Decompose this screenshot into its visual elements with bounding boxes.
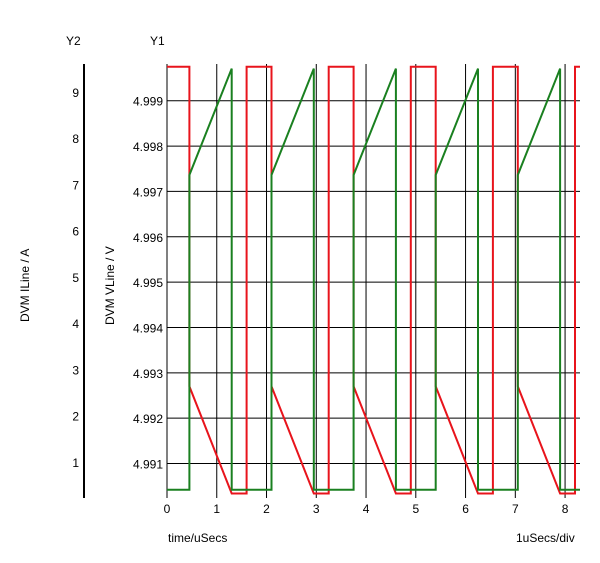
x-tick-label: 7 bbox=[512, 502, 519, 516]
y2-axis-name: Y2 bbox=[66, 34, 81, 48]
y1-tick-label: 4.998 bbox=[133, 140, 163, 154]
x-tick-label: 8 bbox=[562, 502, 569, 516]
grid-lines bbox=[166, 64, 580, 498]
x-tick-label: 3 bbox=[313, 502, 320, 516]
y2-tick-label: 4 bbox=[72, 317, 79, 331]
y1-tick-label: 4.996 bbox=[133, 231, 163, 245]
y1-tick-label: 4.995 bbox=[133, 276, 163, 290]
y2-tick-label: 8 bbox=[72, 132, 79, 146]
y1-tick-label: 4.991 bbox=[133, 458, 163, 472]
y2-tick-label: 5 bbox=[72, 271, 79, 285]
x-scale-label: 1uSecs/div bbox=[516, 531, 575, 545]
x-tick-label: 6 bbox=[462, 502, 469, 516]
y1-tick-label: 4.994 bbox=[133, 321, 163, 335]
x-tick-label: 0 bbox=[164, 502, 171, 516]
tick-labels: 4.991 4.992 4.993 4.994 4.995 4.996 4.997 4.998… bbox=[72, 86, 568, 516]
y2-axis-label: DVM ILine / A bbox=[18, 248, 32, 322]
x-tick-label: 5 bbox=[412, 502, 419, 516]
y2-tick-label: 7 bbox=[72, 178, 79, 192]
y1-tick-label: 4.992 bbox=[133, 412, 163, 426]
series-y2-line bbox=[167, 68, 580, 491]
y2-tick-label: 9 bbox=[72, 86, 79, 100]
y1-tick-label: 4.993 bbox=[133, 367, 163, 381]
y1-axis-label: DVM VLine / V bbox=[103, 246, 117, 325]
x-tick-label: 4 bbox=[363, 502, 370, 516]
y2-tick-label: 2 bbox=[72, 410, 79, 424]
x-tick-label: 1 bbox=[213, 502, 220, 516]
x-axis-label: time/uSecs bbox=[168, 531, 228, 545]
series-layer bbox=[167, 65, 580, 495]
y2-tick-label: 6 bbox=[72, 225, 79, 239]
x-tick-label: 2 bbox=[263, 502, 270, 516]
y1-axis-name: Y1 bbox=[150, 34, 165, 48]
y1-tick-label: 4.997 bbox=[133, 185, 163, 199]
y1-tick-label: 4.999 bbox=[133, 95, 163, 109]
y2-tick-label: 1 bbox=[72, 456, 79, 470]
y2-tick-label: 3 bbox=[72, 363, 79, 377]
